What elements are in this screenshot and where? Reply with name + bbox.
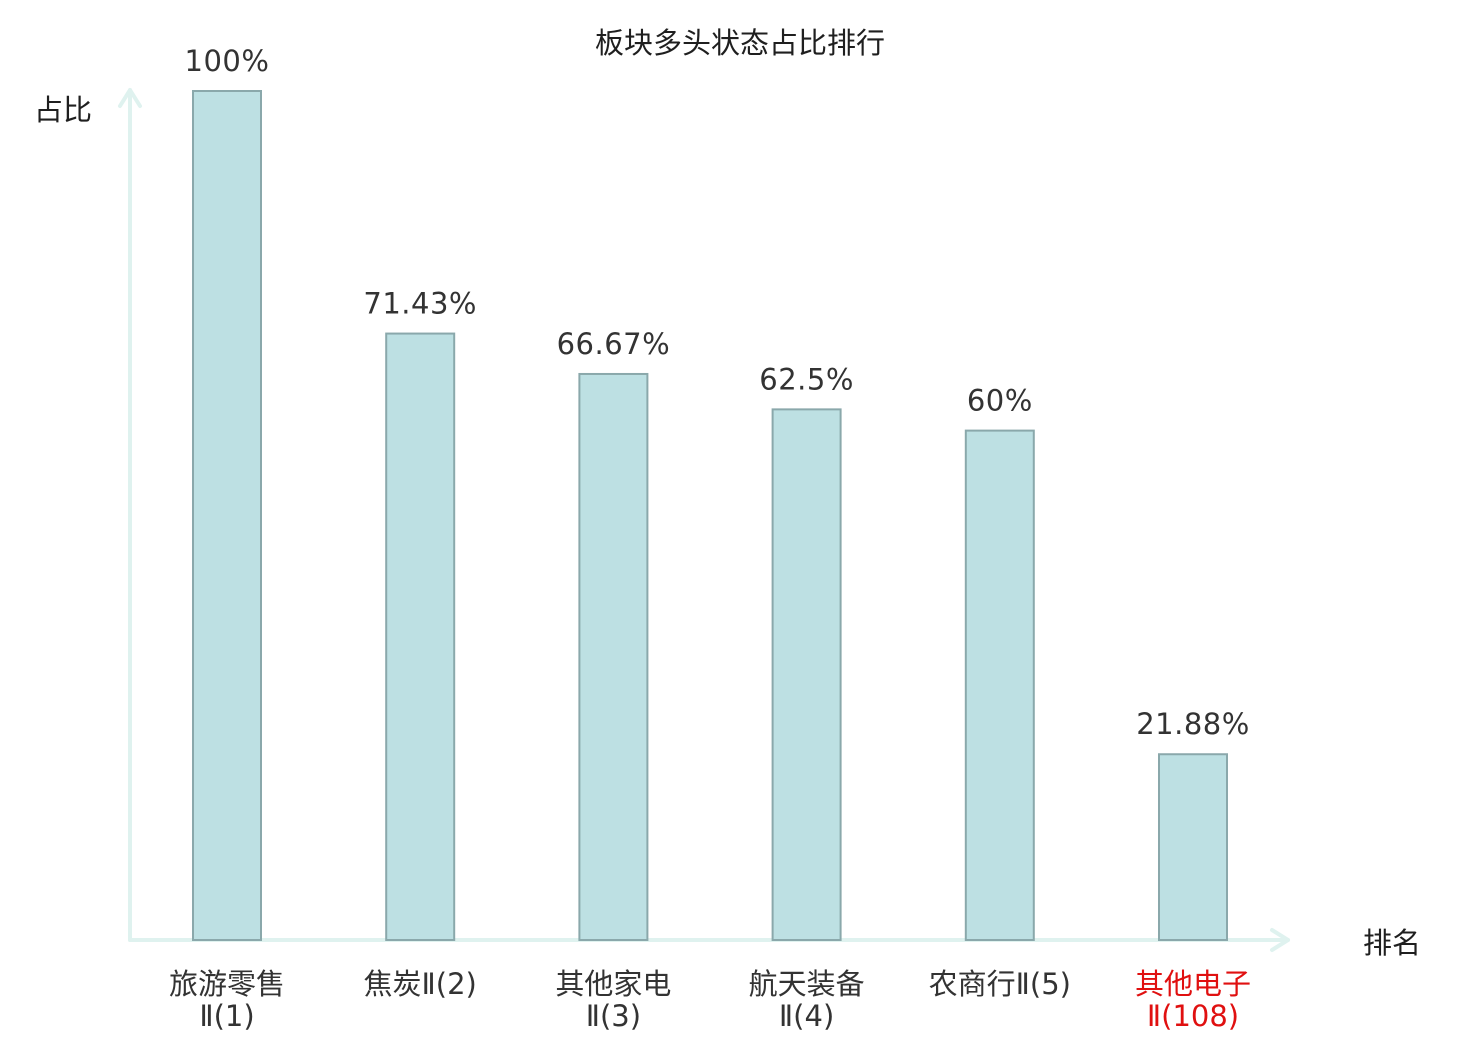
bar-4: [771, 408, 842, 941]
value-label-4: 62.5%: [759, 362, 854, 396]
category-label-1: 旅游零售: [169, 967, 285, 1001]
bar-2: [385, 332, 456, 941]
bar-3: [578, 372, 649, 942]
category-sublabel-1: Ⅱ(1): [199, 999, 254, 1033]
x-axis: [128, 928, 1290, 952]
x-axis-label: 排名: [1363, 926, 1421, 960]
category-label-3: 其他家电: [555, 967, 671, 1001]
category-label-2: 焦炭Ⅱ(2): [364, 967, 477, 1001]
category-sublabel-4: Ⅱ(4): [779, 999, 834, 1033]
value-labels-group: 100% 71.43% 66.67% 62.5% 60% 21.88%: [185, 44, 1250, 741]
category-label-6: 其他电子: [1135, 967, 1251, 1001]
bar-1: [192, 90, 262, 941]
bar-6: [1158, 753, 1228, 941]
category-sublabel-6: Ⅱ(108): [1147, 999, 1239, 1033]
value-label-3: 66.67%: [557, 327, 671, 361]
y-axis: [118, 88, 142, 942]
value-label-1: 100%: [185, 44, 270, 78]
category-label-4: 航天装备: [749, 967, 865, 1001]
category-label-5: 农商行Ⅱ(5): [929, 967, 1071, 1001]
category-sublabel-3: Ⅱ(3): [586, 999, 641, 1033]
bar-5: [964, 429, 1035, 941]
value-label-5: 60%: [967, 384, 1033, 418]
value-label-6: 21.88%: [1136, 707, 1250, 741]
value-label-2: 71.43%: [363, 287, 477, 321]
bars-group: [192, 90, 1228, 942]
chart-title: 板块多头状态占比排行: [595, 26, 885, 60]
y-axis-label: 占比: [34, 93, 92, 127]
